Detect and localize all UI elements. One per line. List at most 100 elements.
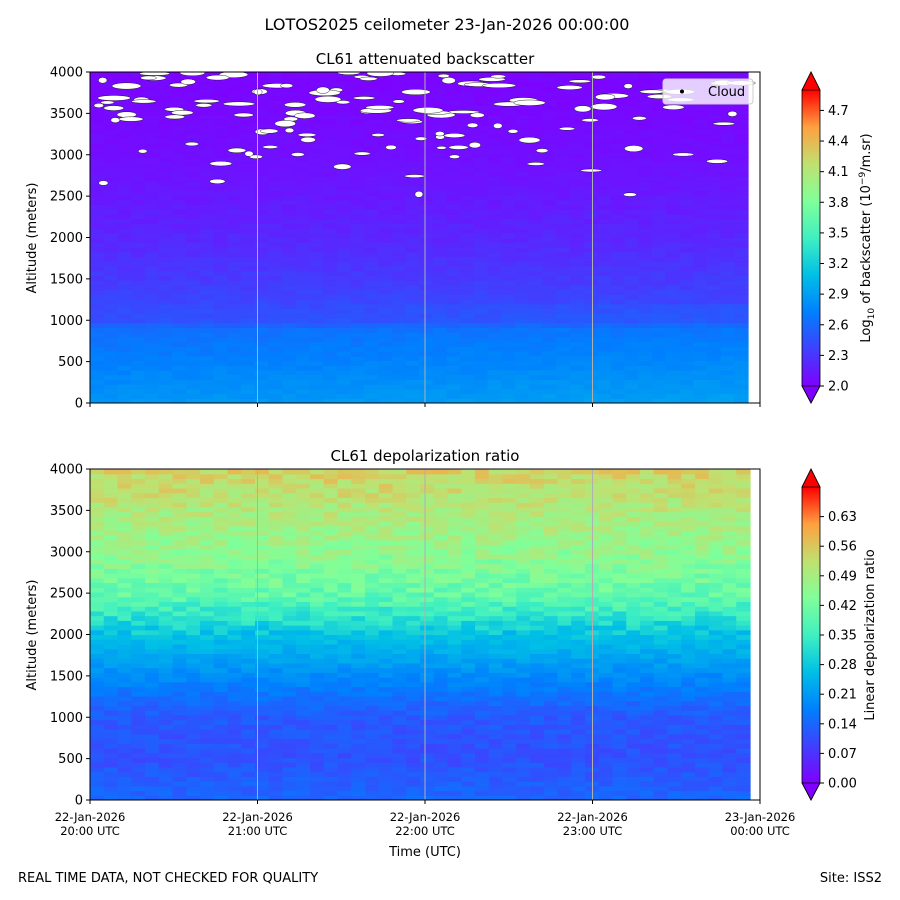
heatmap-cell <box>475 681 490 688</box>
heatmap-cell <box>392 729 407 735</box>
heatmap-cell <box>640 733 655 740</box>
heatmap-cell <box>501 157 516 163</box>
heatmap-cell <box>653 705 669 711</box>
heatmap-cell <box>720 105 735 111</box>
heatmap-cell <box>336 138 352 144</box>
heatmap-cell <box>199 355 214 362</box>
heatmap-cell <box>720 332 735 338</box>
heatmap-cell <box>391 157 406 163</box>
heatmap-cell <box>336 374 352 380</box>
heatmap-cell <box>640 667 655 673</box>
heatmap-cell <box>653 662 669 669</box>
heatmap-cell <box>103 303 119 310</box>
heatmap-cell <box>640 705 655 711</box>
heatmap-cell <box>736 710 751 716</box>
heatmap-cell <box>117 384 132 390</box>
heatmap-cell <box>432 232 448 239</box>
heatmap-cell <box>514 289 530 295</box>
heatmap-cell <box>598 766 614 773</box>
heatmap-cell <box>90 795 105 800</box>
heatmap-cell <box>446 275 461 281</box>
heatmap-cell <box>652 128 667 135</box>
heatmap-cell <box>281 350 297 357</box>
heatmap-cell <box>542 128 557 135</box>
heatmap-cell <box>364 199 379 205</box>
heatmap-cell <box>240 105 256 111</box>
heatmap-cell <box>473 298 489 305</box>
heatmap-cell <box>254 100 269 106</box>
heatmap-cell <box>200 667 215 673</box>
heatmap-cell <box>502 700 517 707</box>
heatmap-cell <box>350 161 365 168</box>
heatmap-cell <box>460 398 475 403</box>
heatmap-cell <box>487 313 502 319</box>
heatmap-cell <box>350 313 365 319</box>
backscatter-colorbar-max-arrow <box>801 71 821 91</box>
heatmap-cell <box>158 719 174 725</box>
heatmap-cell <box>172 171 187 177</box>
heatmap-cell <box>309 261 324 267</box>
heatmap-cell <box>268 393 283 399</box>
heatmap-cell <box>186 695 201 702</box>
heatmap-cell <box>200 691 215 697</box>
heatmap-cell <box>323 303 338 310</box>
heatmap-cell <box>473 332 489 338</box>
cloud-marker <box>164 114 185 120</box>
heatmap-cell <box>282 667 297 673</box>
heatmap-cell <box>569 308 585 314</box>
heatmap-cell <box>364 237 379 243</box>
heatmap-cell <box>227 677 242 683</box>
heatmap-cell <box>473 289 489 295</box>
heatmap-cell <box>309 228 324 234</box>
heatmap-cell <box>282 781 297 787</box>
heatmap-cell <box>638 398 653 403</box>
heatmap-cell <box>281 365 297 371</box>
heatmap-cell <box>502 766 517 773</box>
heatmap-cell <box>475 667 490 673</box>
heatmap-cell <box>516 681 531 688</box>
heatmap-cell <box>432 90 448 97</box>
heatmap-cell <box>144 147 160 153</box>
heatmap-cell <box>131 109 146 116</box>
backscatter-ylabel: Altitude (meters) <box>25 183 40 294</box>
heatmap-cell <box>103 190 119 196</box>
heatmap-cell <box>172 743 187 749</box>
heatmap-cell <box>103 365 119 371</box>
heatmap-cell <box>652 398 667 403</box>
heatmap-cell <box>406 776 421 782</box>
heatmap-cell <box>571 686 586 692</box>
heatmap-cell <box>665 384 681 390</box>
heatmap-cell <box>447 743 462 749</box>
heatmap-cell <box>446 284 461 291</box>
heatmap-cell <box>144 232 160 239</box>
heatmap-cell <box>172 327 187 333</box>
heatmap-cell <box>501 384 516 390</box>
heatmap-cell <box>542 256 557 262</box>
heatmap-cell <box>199 152 214 158</box>
heatmap-cell <box>309 294 324 300</box>
heatmap-cell <box>351 757 366 763</box>
heatmap-cell <box>200 766 215 773</box>
heatmap-cell <box>652 147 667 153</box>
heatmap-cell <box>734 341 749 347</box>
heatmap-cell <box>583 180 598 187</box>
heatmap-cell <box>556 100 571 106</box>
heatmap-cell <box>446 332 461 338</box>
heatmap-cell <box>475 771 490 777</box>
y-tick-label: 4000 <box>50 66 83 81</box>
heatmap-cell <box>626 672 641 678</box>
heatmap-cell <box>665 317 681 324</box>
heatmap-cell <box>295 223 310 229</box>
heatmap-cell <box>255 766 270 773</box>
heatmap-cell <box>693 346 708 352</box>
heatmap-cell <box>638 128 653 135</box>
heatmap-cell <box>473 142 489 149</box>
heatmap-cell <box>90 771 105 777</box>
heatmap-cell <box>693 384 708 390</box>
heatmap-cell <box>624 228 639 234</box>
heatmap-cell <box>213 270 228 276</box>
heatmap-cell <box>665 393 681 399</box>
heatmap-cell <box>90 738 105 744</box>
heatmap-cell <box>708 705 724 711</box>
heatmap-cell <box>227 332 242 338</box>
